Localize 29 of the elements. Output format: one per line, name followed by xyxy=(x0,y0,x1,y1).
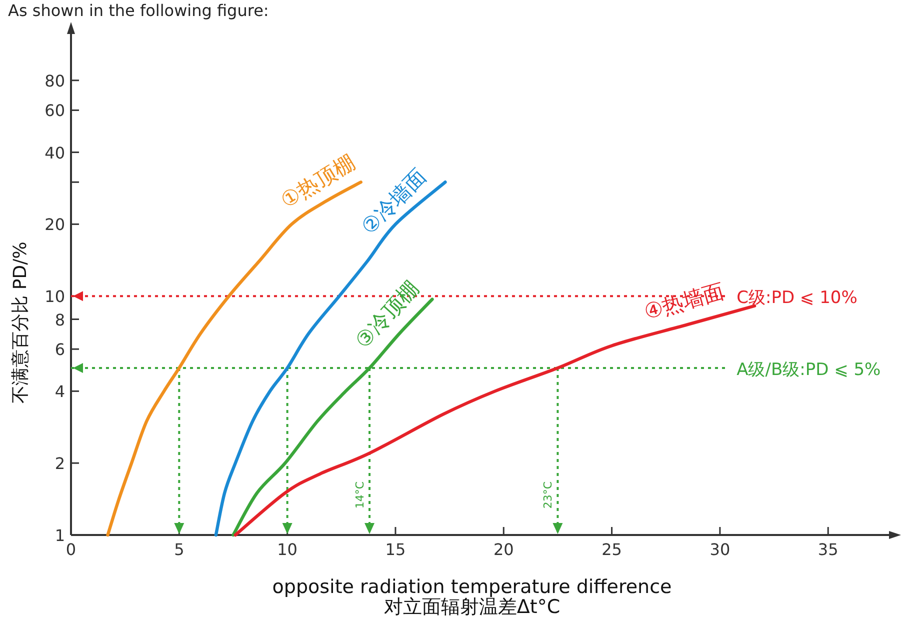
x-axis-title: opposite radiation temperature difference 对立面辐射温差Δt°C xyxy=(272,576,672,618)
x-tick-label: 10 xyxy=(277,540,298,559)
text: ①热顶棚 xyxy=(276,150,359,213)
y-axis-title: 不满意百分比 PD/% xyxy=(10,242,31,404)
x-tick-label: 35 xyxy=(818,540,838,559)
y-tick-label: 60 xyxy=(44,101,65,120)
y-tick-label: 10 xyxy=(44,287,65,306)
y-tick-label: 4 xyxy=(54,382,65,402)
x-tick-label: 0 xyxy=(66,540,76,559)
ref-line-label: C级:PD ⩽ 10% xyxy=(736,288,858,308)
ref-line-label: A级/B级:PD ⩽ 5% xyxy=(736,360,881,380)
text: ②冷墙面 xyxy=(356,164,432,240)
y-tick-label: 40 xyxy=(44,143,65,162)
y-tick-label: 80 xyxy=(44,71,65,90)
x-tick-label: 20 xyxy=(493,540,514,559)
text: As shown in the following figure: xyxy=(8,1,269,20)
x-tick-label: 15 xyxy=(385,540,406,559)
y-tick-label: 20 xyxy=(44,215,65,234)
y-tick-label: 6 xyxy=(54,340,65,360)
y-tick-label: 2 xyxy=(54,454,65,474)
x-tick-label: 5 xyxy=(174,540,184,559)
ref-line-label: 23°C xyxy=(542,481,555,509)
y-tick-label: 1 xyxy=(54,526,65,545)
text: ③冷顶棚 xyxy=(350,276,424,354)
x-tick-label: 30 xyxy=(710,540,730,559)
text: ④热墙面 xyxy=(642,279,727,324)
y-tick-label: 8 xyxy=(54,310,65,330)
ref-line-label: 14°C xyxy=(354,481,367,509)
x-tick-label: 25 xyxy=(602,540,622,559)
